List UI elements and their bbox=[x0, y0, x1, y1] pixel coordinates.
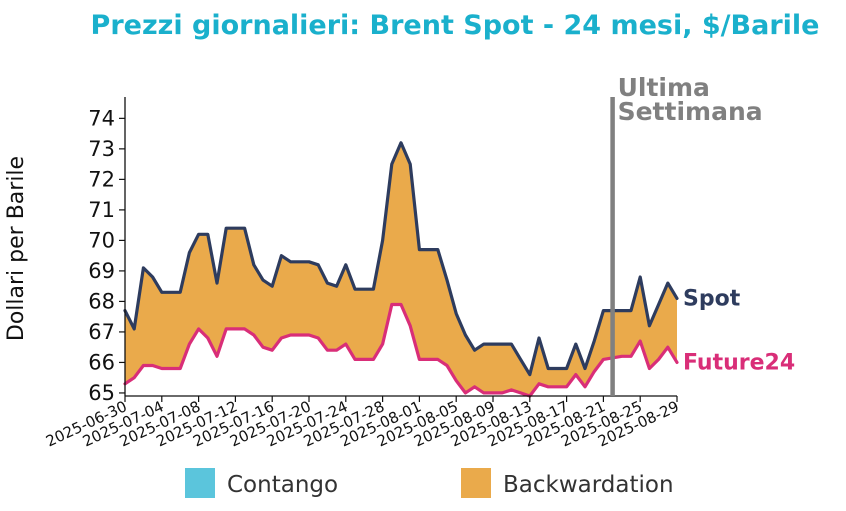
legend-swatch-backwardation bbox=[461, 468, 491, 498]
y-tick-label: 72 bbox=[88, 167, 115, 191]
y-tick-label: 70 bbox=[88, 228, 115, 252]
last-week-label: Settimana bbox=[618, 97, 763, 126]
y-axis-label: Dollari per Barile bbox=[4, 156, 29, 341]
y-tick-label: 74 bbox=[88, 106, 115, 130]
y-tick-label: 69 bbox=[88, 259, 115, 283]
y-tick-label: 73 bbox=[88, 137, 115, 161]
line-layer bbox=[123, 141, 679, 398]
y-tick-label: 66 bbox=[88, 350, 115, 374]
y-tick-label: 65 bbox=[88, 381, 115, 405]
chart-title: Prezzi giornalieri: Brent Spot - 24 mesi… bbox=[90, 10, 820, 41]
spot-end-label: Spot bbox=[683, 286, 741, 311]
legend: Contango Backwardation bbox=[185, 468, 674, 498]
future24-line bbox=[123, 302, 679, 398]
legend-label-contango: Contango bbox=[227, 472, 338, 498]
last-week-label: Ultima bbox=[618, 73, 710, 102]
y-tick-label: 67 bbox=[88, 320, 115, 344]
future24-end-label: Future24 bbox=[683, 350, 795, 375]
y-tick-label: 71 bbox=[88, 198, 115, 222]
legend-label-backwardation: Backwardation bbox=[503, 472, 674, 498]
spot-line bbox=[123, 141, 679, 377]
fill-layer bbox=[125, 142, 677, 396]
backwardation-area bbox=[125, 142, 677, 396]
y-tick-label: 68 bbox=[88, 289, 115, 313]
legend-swatch-contango bbox=[185, 468, 215, 498]
